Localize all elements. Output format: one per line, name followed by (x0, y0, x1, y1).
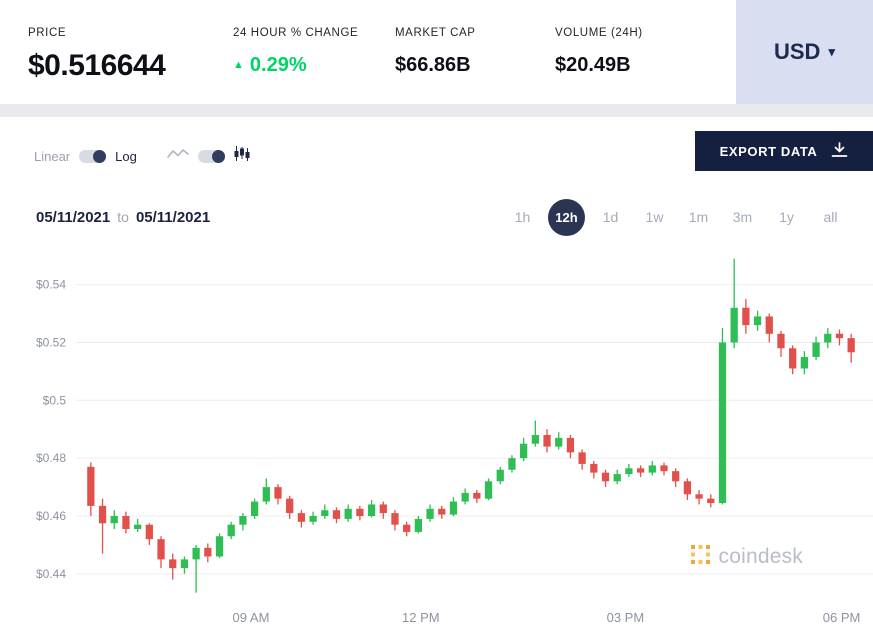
svg-text:$0.54: $0.54 (36, 278, 66, 292)
svg-text:09 AM: 09 AM (233, 610, 270, 625)
scale-toggle-switch[interactable] (79, 149, 107, 163)
export-data-label: EXPORT DATA (719, 143, 818, 159)
range-row: 05/11/2021 to 05/11/2021 1h 12h 1d 1w 1m 3m 1y… (0, 198, 873, 236)
svg-text:$0.52: $0.52 (36, 335, 66, 349)
chart-type-toggle-switch[interactable] (197, 149, 225, 163)
interval-button-1h[interactable]: 1h (504, 199, 541, 236)
date-separator: to (117, 209, 129, 225)
change-value: ▲ 0.29% (233, 54, 395, 77)
stats-bar: PRICE $0.516644 24 HOUR % CHANGE ▲ 0.29%… (0, 0, 873, 104)
download-icon (831, 141, 848, 161)
interval-button-1m[interactable]: 1m (680, 199, 717, 236)
end-date[interactable]: 05/11/2021 (135, 208, 211, 226)
change-stat: 24 HOUR % CHANGE ▲ 0.29% (233, 0, 395, 104)
volume-value: $20.49B (555, 54, 631, 76)
toggle-knob (93, 149, 107, 163)
export-data-button[interactable]: EXPORT DATA (695, 131, 873, 171)
interval-button-12h[interactable]: 12h (548, 198, 585, 236)
chart-area: $0.54 $0.52 $0.5 $0.48 $0.46 $0.44 09 AM 12 PM 0… (0, 239, 873, 631)
price-value: $0.516644 (28, 49, 166, 82)
volume-label: VOLUME (24H) (555, 27, 643, 39)
log-label: Log (115, 148, 137, 164)
chart-card: Linear Log EXPORT DATA (0, 117, 873, 643)
price-stat: PRICE $0.516644 (28, 0, 233, 104)
currency-value: USD (774, 39, 821, 64)
interval-buttons: 1h 12h 1d 1w 1m 3m 1y all (504, 198, 849, 236)
svg-text:$0.48: $0.48 (36, 451, 66, 465)
chart-type-toggle-group (167, 146, 250, 166)
svg-text:$0.46: $0.46 (36, 509, 66, 523)
volume-stat: VOLUME (24H) $20.49B (555, 0, 643, 104)
svg-text:$0.5: $0.5 (43, 393, 67, 407)
market-cap-value: $66.86B (395, 54, 471, 76)
price-label: PRICE (28, 27, 67, 39)
svg-text:06 PM: 06 PM (823, 610, 861, 625)
svg-text:12 PM: 12 PM (402, 610, 440, 625)
interval-button-all[interactable]: all (812, 199, 849, 236)
up-arrow-icon: ▲ (233, 59, 244, 71)
chevron-down-icon: ▾ (828, 44, 835, 59)
date-range: 05/11/2021 to 05/11/2021 (36, 209, 210, 226)
interval-button-3m[interactable]: 3m (724, 199, 761, 236)
change-label: 24 HOUR % CHANGE (233, 27, 359, 39)
change-percent: 0.29% (249, 54, 307, 76)
svg-text:$0.44: $0.44 (36, 567, 66, 581)
scale-toggle-group: Linear Log (34, 149, 137, 164)
interval-button-1y[interactable]: 1y (768, 199, 805, 236)
watermark: coindesk (690, 545, 803, 569)
svg-text:03 PM: 03 PM (607, 610, 645, 625)
start-date[interactable]: 05/11/2021 (36, 208, 111, 226)
toggle-knob (211, 149, 225, 163)
market-cap-stat: MARKET CAP $66.86B (395, 0, 555, 104)
linear-label: Linear (34, 148, 71, 164)
watermark-text: coindesk (718, 545, 803, 568)
line-chart-icon (167, 147, 189, 165)
coindesk-logo-icon (690, 545, 710, 569)
price-chart[interactable]: $0.54 $0.52 $0.5 $0.48 $0.46 $0.44 09 AM 12 PM 0… (0, 239, 873, 631)
interval-button-1d[interactable]: 1d (592, 199, 629, 236)
market-cap-label: MARKET CAP (395, 27, 476, 39)
chart-toolbar: Linear Log EXPORT DATA (0, 117, 873, 173)
interval-button-1w[interactable]: 1w (636, 199, 673, 236)
currency-selector[interactable]: USD ▾ (736, 0, 873, 104)
candlestick-chart-icon (234, 146, 250, 166)
